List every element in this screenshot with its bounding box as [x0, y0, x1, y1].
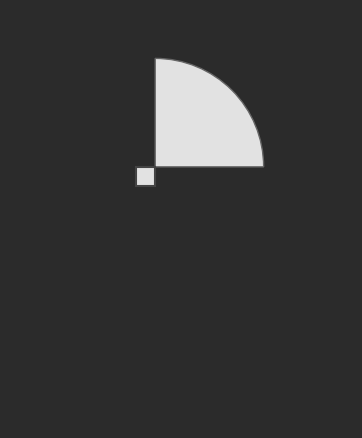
Wedge shape — [155, 59, 264, 167]
Bar — [136, 167, 155, 187]
